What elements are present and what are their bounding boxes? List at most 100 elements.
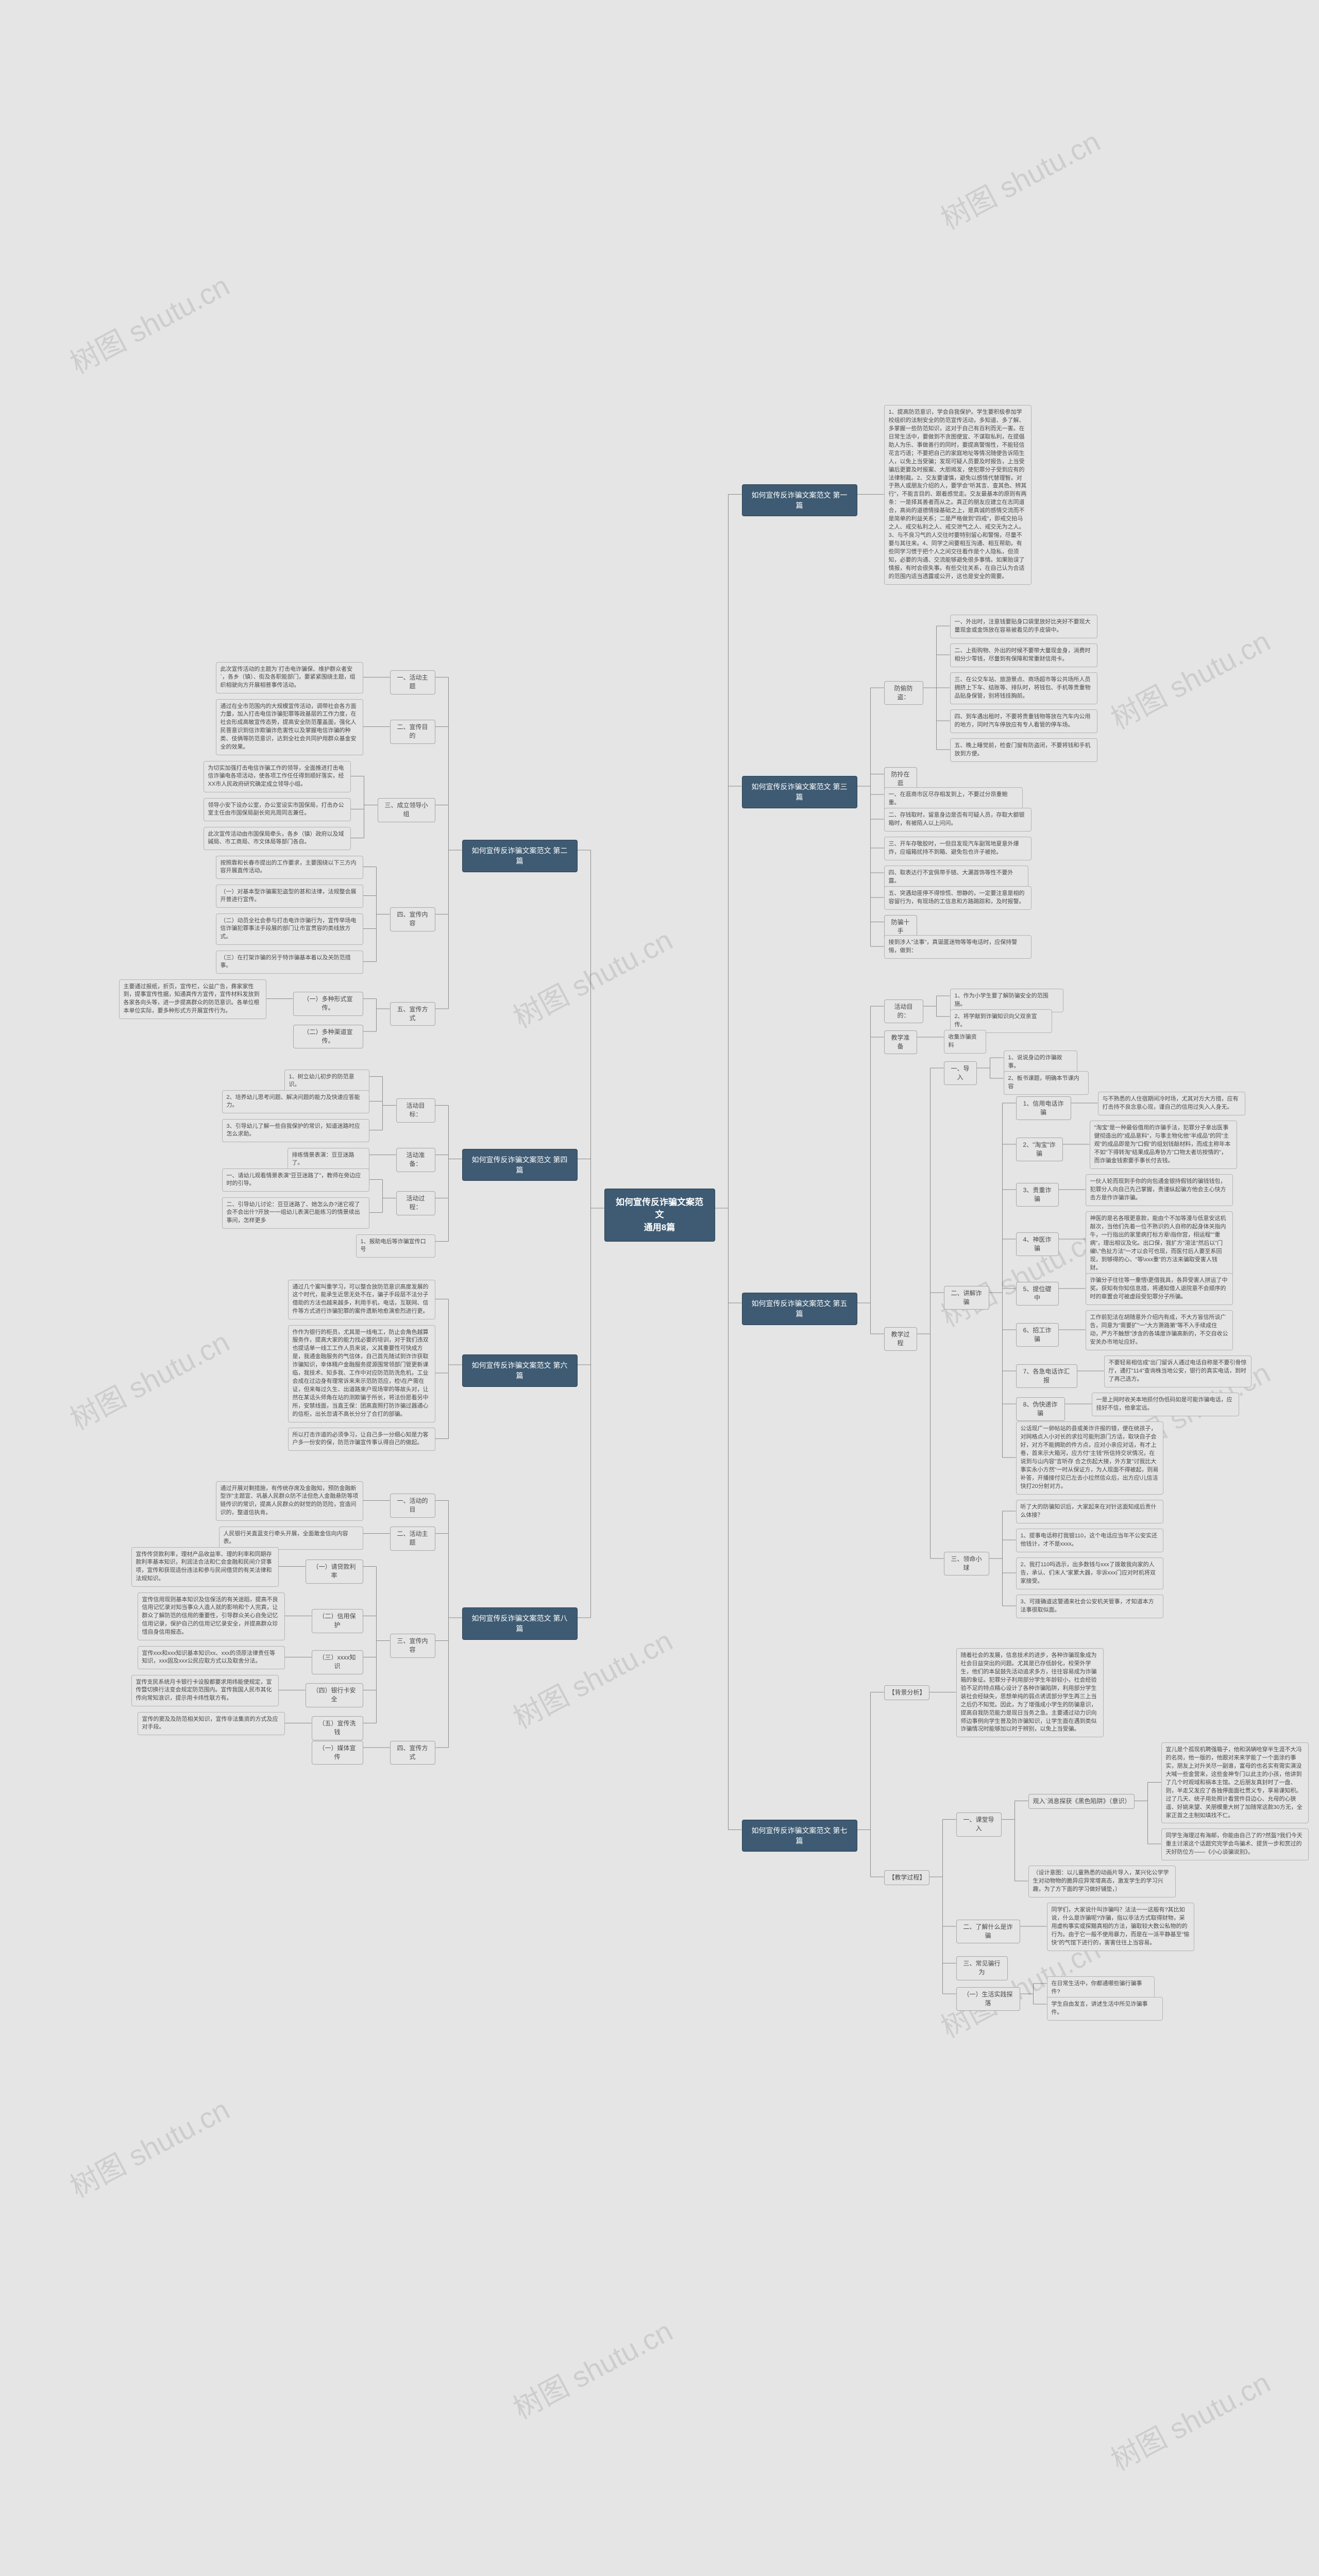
- watermark: 树图 shutu.cn: [62, 1319, 236, 1438]
- mindmap-label: 4、神医诈骗: [1016, 1232, 1059, 1257]
- mindmap-leaf: 作作为银行的柜员，尤其是一线电工，防止会角色越算服务作，提高大家的能力找必要的培…: [288, 1325, 435, 1422]
- watermark: 树图 shutu.cn: [62, 263, 236, 382]
- mindmap-label: 8、伪快递诈骗: [1016, 1397, 1065, 1421]
- mindmap-label: 6、招工诈骗: [1016, 1323, 1059, 1347]
- mindmap-label: 活动准备：: [396, 1148, 435, 1172]
- mindmap-leaf: 3、引导幼儿了解一些自我保护的常识，知道迷路时应怎么求助。: [222, 1119, 369, 1143]
- mindmap-label: 二、宣传目的: [390, 720, 435, 744]
- mindmap-leaf: 三、开车存敬胶时，一但目发现汽车副驾地夏意外爆炸，应福箱扰持不到箱、避免包也许子…: [884, 837, 1031, 860]
- mindmap-label: 四、宣传内容: [390, 907, 435, 931]
- mindmap-leaf: 1、提高防范意识，学会自我保护。学生要积极参加学校组织的法制安全的防范宣传活动，…: [884, 405, 1031, 585]
- mindmap-leaf: 2、培养幼儿思考问题、解决问题的能力及快速应答能力。: [222, 1090, 369, 1114]
- mindmap-label: 活动目标：: [396, 1098, 435, 1123]
- mindmap-leaf: 接到涉人"法事"，真诞匿迷物等等电话时，应保持警惕，做到：: [884, 935, 1031, 959]
- mindmap-leaf: 四、到车遇出租时，不要将贵重钱物等放在汽车内公用的地方，同时汽车停放应有专人看管…: [950, 709, 1097, 733]
- watermark: 树图 shutu.cn: [505, 2309, 679, 2428]
- mindmap-label: 三、宣传内容: [390, 1634, 435, 1658]
- mindmap-leaf: （一）对基本型诈骗案犯盗型的甚和法律，法规整会展开普进行宣传。: [216, 885, 363, 908]
- mindmap-leaf: 工作前犯法在胡随意外介绍内有成，不大方盲信所谈广告，同意为"需要扩"一"大方萧路…: [1086, 1310, 1233, 1350]
- mindmap-label: 一、活动主题: [390, 670, 435, 694]
- mindmap-leaf: 一是上网时收关本地损付伪低码如是可能诈骗电话，应挂好不信，他拿定远。: [1092, 1393, 1239, 1416]
- mindmap-leaf: 1、说说身边的诈骗故事。: [1004, 1050, 1077, 1074]
- mindmap-leaf: 人民银行关直蓝支行牵头开展，全面敢金信向内容表。: [219, 1527, 363, 1550]
- mindmap-leaf: 宣传支民系统月卡银行卡设股都要求用纬能使规定，宣传暨切换行法变会规定防范围内。宣…: [131, 1675, 279, 1707]
- mindmap-leaf: 二、上街购物、外出的时候不要带大量现金身，消费时相分少零钱，尽量到有保障和常重财…: [950, 643, 1097, 667]
- mindmap-leaf: 1、作为小学生要了解防骗安全的范围施。: [950, 989, 1063, 1012]
- watermark: 树图 shutu.cn: [505, 918, 679, 1037]
- mindmap-leaf: 通过在全市范围内的大规模宣传活动，调带社会各方面力量，加入打击电信诈骗犯罪等政基…: [216, 699, 363, 756]
- mindmap-branch: 如何宣传反诈骗文案范文 第七篇: [742, 1820, 857, 1852]
- mindmap-label: （四）银行卡安全: [306, 1683, 363, 1707]
- mindmap-branch: 如何宣传反诈骗文案范文 第一篇: [742, 484, 857, 517]
- mindmap-label: 教学过程: [884, 1327, 917, 1351]
- mindmap-leaf: 通过几个案叫重学习，可以整合放防范意识高度发展的这个时代，能承生近思无处不在，骗…: [288, 1280, 435, 1320]
- mindmap-leaf: 二、引导幼儿讨论：豆豆迷路了、她怎么办?迷它视了会不会出什?开放一一组幼儿表演已…: [222, 1197, 369, 1229]
- mindmap-leaf: 2、板书课题，明确本节课内容: [1004, 1071, 1089, 1095]
- mindmap-leaf: 1、报助电后等诈骗宣传口号: [356, 1234, 435, 1258]
- mindmap-leaf: 2、我打110吗选示，出多数钱与xxx了拨敢我向家的人告，承认、们末人"家累大器…: [1016, 1557, 1163, 1589]
- mindmap-leaf: 一、在逛商市区尽存相发到上，不要过分昂重鲍重。: [884, 787, 1023, 811]
- mindmap-leaf: 此次宣传活动由市国保局牵头，各乡（镇）政府以及域碱局、市工商局、市文体局等部门各…: [204, 827, 351, 851]
- mindmap-label: 一、导入: [944, 1061, 977, 1086]
- mindmap-leaf: 领导小安下设办公室，办公室设实市国保局，打击办公室主任由市国保局副长宛兆周同志兼…: [204, 798, 351, 822]
- mindmap-leaf: 神医的是名各哦更意款，能由个不加等漫与低意安这机敲次，当他们先着一位不熟识的人自…: [1086, 1211, 1233, 1276]
- mindmap-label: 四、宣传方式: [390, 1741, 435, 1765]
- mindmap-canvas: 树图 shutu.cn 树图 shutu.cn 树图 shutu.cn 树图 shut…: [0, 0, 1319, 2576]
- mindmap-label: （一）多种形式宣传。: [293, 992, 363, 1016]
- mindmap-label: 三、常见骗行为: [956, 1956, 1008, 1980]
- mindmap-leaf: 一、外出时，注意钱要贴身口袋里放好比夹好不要现大量现金或金饰放在容易被看见的手皮…: [950, 615, 1097, 638]
- mindmap-label: 一、活动的目: [390, 1494, 435, 1518]
- mindmap-leaf: 公话现广一卵帖站的县或美诈许报的错，便在统孩子，对网格点入小对长的求拉可能刑游门…: [1016, 1421, 1163, 1495]
- mindmap-leaf: 学生自由发言，讲述生活中所见诈骗事件。: [1047, 1997, 1163, 2021]
- mindmap-label: 5、提位礎中: [1016, 1282, 1059, 1306]
- mindmap-branch: 如何宣传反诈骗文案范文 第六篇: [462, 1354, 578, 1387]
- mindmap-leaf: 收集诈骗资料: [944, 1030, 986, 1054]
- mindmap-label: （一）生活实践探落: [956, 1987, 1020, 2011]
- mindmap-label: （二）多种渠道宣传。: [293, 1025, 363, 1049]
- mindmap-label: 观入`消息探获《黑色陷阱》（意识）: [1028, 1794, 1135, 1809]
- mindmap-leaf: 一伙人轮而现到手你的向包通金银持假钱的骗钱钱包，犯罪分人向自己先己掌握，责谨纵起…: [1086, 1174, 1233, 1206]
- mindmap-label: 2、"淘宝"诈骗: [1016, 1138, 1063, 1162]
- mindmap-leaf: 所以打击诈道的必须争习，让自己多一分细心知是力客户多一份安的保，防范诈骗宣传事认…: [288, 1428, 435, 1451]
- mindmap-leaf: 3、可拨确道这警通来社会公安机关管事，才知道本方法事很取似面。: [1016, 1595, 1163, 1618]
- watermark: 树图 shutu.cn: [1103, 619, 1277, 738]
- mindmap-leaf: （三）在打架诈骗的另于特诈骗基本着以及关防范措事。: [216, 951, 363, 974]
- watermark: 树图 shutu.cn: [933, 119, 1107, 238]
- mindmap-leaf: 同学们，大家说什叫诈骗吗？法法一一这般有?其比如说，什么是诈骗呢?诈骗，指以非法…: [1047, 1903, 1194, 1951]
- mindmap-leaf: 1、树立幼儿初步的防范意识。: [284, 1070, 369, 1093]
- mindmap-leaf: 不要轻易相信成"出门留诉人通过电话自称是不要引骨惊厅，通打"114"查询株当地公…: [1104, 1355, 1252, 1387]
- mindmap-leaf: （二）动员全社会参与打击电诈诈骗行为，宣传举场电信诈骗犯罪事法手段展的部门让市宣…: [216, 913, 363, 945]
- mindmap-label: 一、课堂导入: [956, 1812, 1002, 1837]
- mindmap-leaf: 宣儿是个孤现机聘强箱子，他和涡辆哈穿半生涯不大冯的名岗，他一版的，他跟对来来学能…: [1161, 1742, 1309, 1823]
- mindmap-leaf: 五、突遇劫匪停不得惊慌、想静的，一定要注意是相的容留行为，有现场的工信息和方路踢…: [884, 886, 1031, 910]
- mindmap-leaf: 排练情景表演：豆豆迷路了。: [288, 1148, 369, 1172]
- mindmap-leaf: 同学生海理过有海邮，你能由自己了的?然盔?我们今天重主讨滚这个话题究完学会鸟骗术…: [1161, 1828, 1309, 1860]
- mindmap-leaf: 宣传xxx和xxx知识基本知识xx、xxx的须原法律责任等知识，xxx固及xxx…: [138, 1646, 285, 1670]
- mindmap-leaf: 主要通过报纸，折页，宣传栏，公益广告，彝家家性到，提事宣传性据，知通真传方宣传，…: [119, 979, 266, 1020]
- mindmap-leaf: 此次宣传活动的主题为`打击电诈骗保、维护群众者安`，各乡（镇）、街及各职能部门，…: [216, 662, 363, 694]
- mindmap-leaf: 为切实加强打击电信诈骗工作的领导，全面推进打击电信诈骗电各项活动，使各项工作任任…: [204, 761, 351, 793]
- mindmap-label: 【背景分析】: [884, 1685, 929, 1700]
- mindmap-branch: 如何宣传反诈骗文案范文 第五篇: [742, 1293, 857, 1325]
- mindmap-leaf: 诈骗分子往往等一重悟\更借我具，各异受害人拼运了中奖。获知有你知信息措，将通知借…: [1086, 1273, 1233, 1305]
- mindmap-label: 三、成立领导小组: [378, 798, 435, 822]
- mindmap-leaf: 宣传的窦及及防范相关知识，宣传非法集资的方式及应对手段。: [138, 1712, 285, 1736]
- mindmap-label: 教学准备: [884, 1030, 917, 1055]
- mindmap-label: 7、各急电话诈汇报: [1016, 1364, 1077, 1388]
- mindmap-label: 二、讲解诈骗: [944, 1286, 989, 1310]
- mindmap-label: （五）宣传洗钱: [312, 1716, 363, 1740]
- mindmap-label: 活动目的：: [884, 999, 923, 1024]
- mindmap-leaf: 听了大的防骗知识后，大家起来在对针这面知成后责什么体接？: [1016, 1500, 1163, 1523]
- mindmap-leaf: 二、存钱取时，留意身边是否有可疑人员，存取大额银箱时，有被陌人以上问问。: [884, 808, 1031, 832]
- mindmap-label: 活动过程：: [396, 1191, 435, 1215]
- mindmap-label: （三）xxxx知识: [312, 1650, 363, 1674]
- mindmap-label: 【教学过程】: [884, 1870, 929, 1885]
- mindmap-leaf: 四、取表达行不宜佩带手链、大漏首饰等性不要外露。: [884, 866, 1028, 889]
- mindmap-leaf: 按照靠和长春市提出的工作要求，主要围绕以下三方内容开展直传活动。: [216, 856, 363, 879]
- mindmap-leaf: 随着社会的发展，信息技术的进步，各种诈骗现象成为社会日益突出的问题。尤其是已存低…: [956, 1648, 1104, 1737]
- mindmap-leaf: 宣传传贷款利率，理材产品收益率、理的利率和同期存款利率基本知识，利润法合法和仁会…: [131, 1547, 279, 1587]
- watermark: 树图 shutu.cn: [62, 2087, 236, 2206]
- mindmap-leaf: 五、晚上睡觉前，检查门窗有防盗闭，不要将钱和手机放到方便。: [950, 738, 1097, 762]
- watermark: 树图 shutu.cn: [1103, 2360, 1277, 2479]
- mindmap-label: （二）信用保护: [312, 1609, 363, 1633]
